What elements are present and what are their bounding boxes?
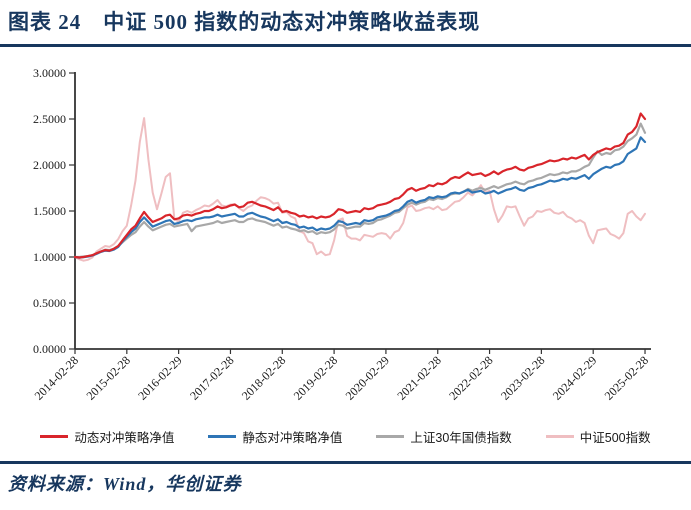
legend-item-中证500指数: 中证500指数 [545, 427, 651, 446]
chart-area: 0.0000 0.5000 1.0000 1.5000 2.0000 2.5000 3.00… [0, 54, 691, 426]
figure-title: 图表 24 中证 500 指数的动态对冲策略收益表现 [8, 6, 684, 36]
series-line-静态对冲策略净值 [73, 136, 647, 259]
title-divider-rule [0, 44, 691, 47]
legend-item-静态对冲策略净值: 静态对冲策略净值 [208, 427, 342, 446]
x-tick-label: 2019-02-28 [291, 353, 340, 402]
legend-label: 静态对冲策略净值 [242, 431, 343, 445]
series-line-中证500指数 [74, 117, 646, 262]
x-tick-label: 2022-02-28 [446, 353, 495, 402]
x-tick-label: 2014-02-28 [32, 353, 81, 402]
x-tick-label: 2016-02-29 [135, 353, 184, 402]
legend-label: 上证30年国债指数 [410, 431, 512, 445]
series-line-动态对冲策略净值 [73, 112, 647, 259]
footer-divider-rule [0, 461, 691, 464]
legend-label: 动态对冲策略净值 [74, 431, 175, 445]
x-tick-label: 2015-02-28 [83, 353, 132, 402]
y-tick-label: 1.0000 [33, 250, 66, 264]
x-tick-label: 2023-02-28 [498, 353, 547, 402]
x-tick-label: 2020-02-29 [343, 353, 392, 402]
legend-swatch-icon [545, 435, 574, 438]
legend-item-动态对冲策略净值: 动态对冲策略净值 [40, 427, 174, 446]
series-line-上证30年国债指数 [73, 122, 647, 259]
y-tick-label: 2.5000 [33, 112, 66, 126]
legend-swatch-icon [376, 435, 405, 438]
legend-label: 中证500指数 [579, 431, 651, 445]
legend-item-上证30年国债指数: 上证30年国债指数 [376, 427, 512, 446]
x-tick-label: 2025-02-28 [602, 353, 651, 402]
line-chart-canvas: 0.0000 0.5000 1.0000 1.5000 2.0000 2.5000 3.00… [32, 66, 652, 403]
legend-swatch-icon [208, 435, 237, 438]
figure-title-text: 中证 500 指数的动态对冲策略收益表现 [103, 10, 481, 34]
chart-legend: 动态对冲策略净值 静态对冲策略净值 上证30年国债指数 中证500指数 [0, 427, 691, 446]
y-tick-label: 1.5000 [33, 204, 66, 218]
figure-number: 图表 24 [8, 10, 82, 34]
y-tick-label: 0.5000 [33, 296, 66, 310]
x-tick-label: 2021-02-28 [394, 353, 443, 402]
x-tick-label: 2018-02-28 [239, 353, 288, 402]
y-tick-label: 3.0000 [33, 66, 66, 80]
y-tick-label: 2.0000 [33, 158, 66, 172]
data-source-note: 资料来源：Wind，华创证券 [8, 474, 242, 494]
x-tick-label: 2017-02-28 [187, 353, 236, 402]
legend-swatch-icon [40, 435, 69, 438]
y-tick-label: 0.0000 [33, 342, 66, 356]
x-tick-label: 2024-02-29 [550, 353, 599, 402]
